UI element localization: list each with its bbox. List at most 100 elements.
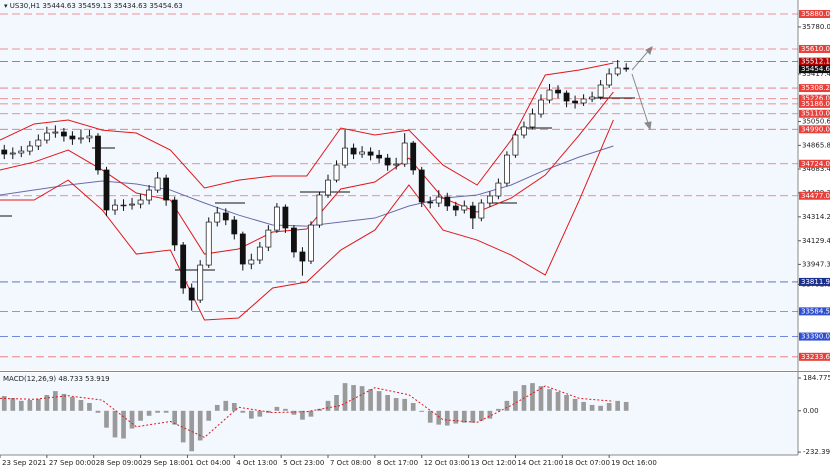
macd-bar [325,400,331,411]
candle-body [95,135,101,171]
level-label: 35226.00 [801,95,830,103]
candle-body [205,221,212,266]
candle-body [359,151,365,155]
moving-average [0,145,614,227]
level-tag [799,159,830,168]
candle-body [231,219,238,235]
candle-body [452,205,459,211]
candle-body [256,246,263,261]
macd-signal [0,385,614,439]
level-label: 33584.59 [801,307,830,315]
macd-bar [589,404,595,411]
macd-bar [308,410,314,417]
macd-bar [623,401,629,411]
candle-body [35,139,42,147]
macd-bar [376,391,382,411]
level-label: 35454.63 [801,65,830,73]
macd-bar [27,399,33,411]
y-tick-label: 35780.00 [802,23,830,31]
macd-bar [513,391,518,411]
level-tag [799,99,830,108]
macd-y-tick-label: 0.00 [803,407,819,415]
level-tag [799,109,830,118]
candle-body [495,182,502,197]
macd-bar [138,410,143,421]
candle-body [291,227,297,253]
candle-body [606,73,613,86]
candle-body [26,145,33,152]
macd-bar [598,405,603,411]
candle-body [435,196,442,204]
candle-body [563,92,570,102]
candle-body [572,100,578,104]
level-label: 34724.00 [801,160,830,168]
header-low: 35434.63 [114,2,147,10]
macd-bar [615,400,621,411]
level-label: 34990.00 [801,125,830,133]
candle-body [112,204,118,211]
macd-bar [496,408,501,411]
macd-bar [564,395,569,411]
candle-body [9,152,16,155]
candle-body [43,132,50,141]
candle-body [597,84,604,98]
macd-bar [78,399,84,411]
level-tag [799,307,830,316]
candle-body [197,264,204,301]
macd-bar [95,410,101,413]
candle-body [589,96,596,100]
candle-body [504,154,510,184]
header-icon: ▾ [4,2,10,10]
macd-bar [180,410,186,443]
macd-bar [214,404,220,411]
level-tag [799,332,830,341]
candle-body [239,233,246,265]
macd-bar [274,406,280,411]
candle-body [384,157,391,166]
y-tick-label: 33947.30 [802,260,830,268]
macd-bar [231,402,237,411]
macd-bar [572,398,578,411]
candle-body [342,147,348,166]
macd-bar [461,410,467,423]
candle-body [350,147,357,155]
macd-bar [419,410,425,412]
candle-body [555,89,561,94]
candle-body [282,206,289,229]
macd-bar [121,410,126,439]
arrowhead [644,121,652,131]
macd-bar [453,410,459,424]
candle-body [512,134,519,156]
macd-bar [385,395,390,411]
header-close: 35454.63 [149,2,182,10]
macd-bar [248,410,254,419]
candle-body [146,189,152,201]
candle-body [529,113,536,128]
candle-body [444,196,451,207]
macd-bar [547,389,552,411]
level-label: 35880.00 [801,10,830,18]
macd-bar [504,400,510,411]
macd-bar [342,383,348,411]
candle-body [171,199,178,246]
macd-y-tick-label: 184.775 [803,374,830,382]
macd-bar [129,410,135,429]
level-label: 33233.63 [801,353,830,361]
y-tick-label: 34683.40 [802,165,830,173]
macd-bar [10,398,16,411]
x-tick-label: 1 Oct 04:00 [189,459,230,467]
level-label: 35610.00 [801,45,830,53]
candle-body [120,204,127,207]
x-tick-label: 7 Oct 08:00 [330,459,371,467]
x-tick-label: 27 Sep 00:00 [49,459,96,467]
macd-value: 48.733 [58,375,83,383]
macd-bar [155,410,160,413]
macd-bar [87,402,92,411]
macd-bar [1,396,7,411]
candle-body [308,224,314,262]
macd-bar [393,398,399,411]
candle-body [325,179,331,196]
macd-bar [104,410,109,428]
y-tick-label: 35417.40 [802,70,830,78]
x-tick-label: 5 Oct 23:00 [283,459,324,467]
